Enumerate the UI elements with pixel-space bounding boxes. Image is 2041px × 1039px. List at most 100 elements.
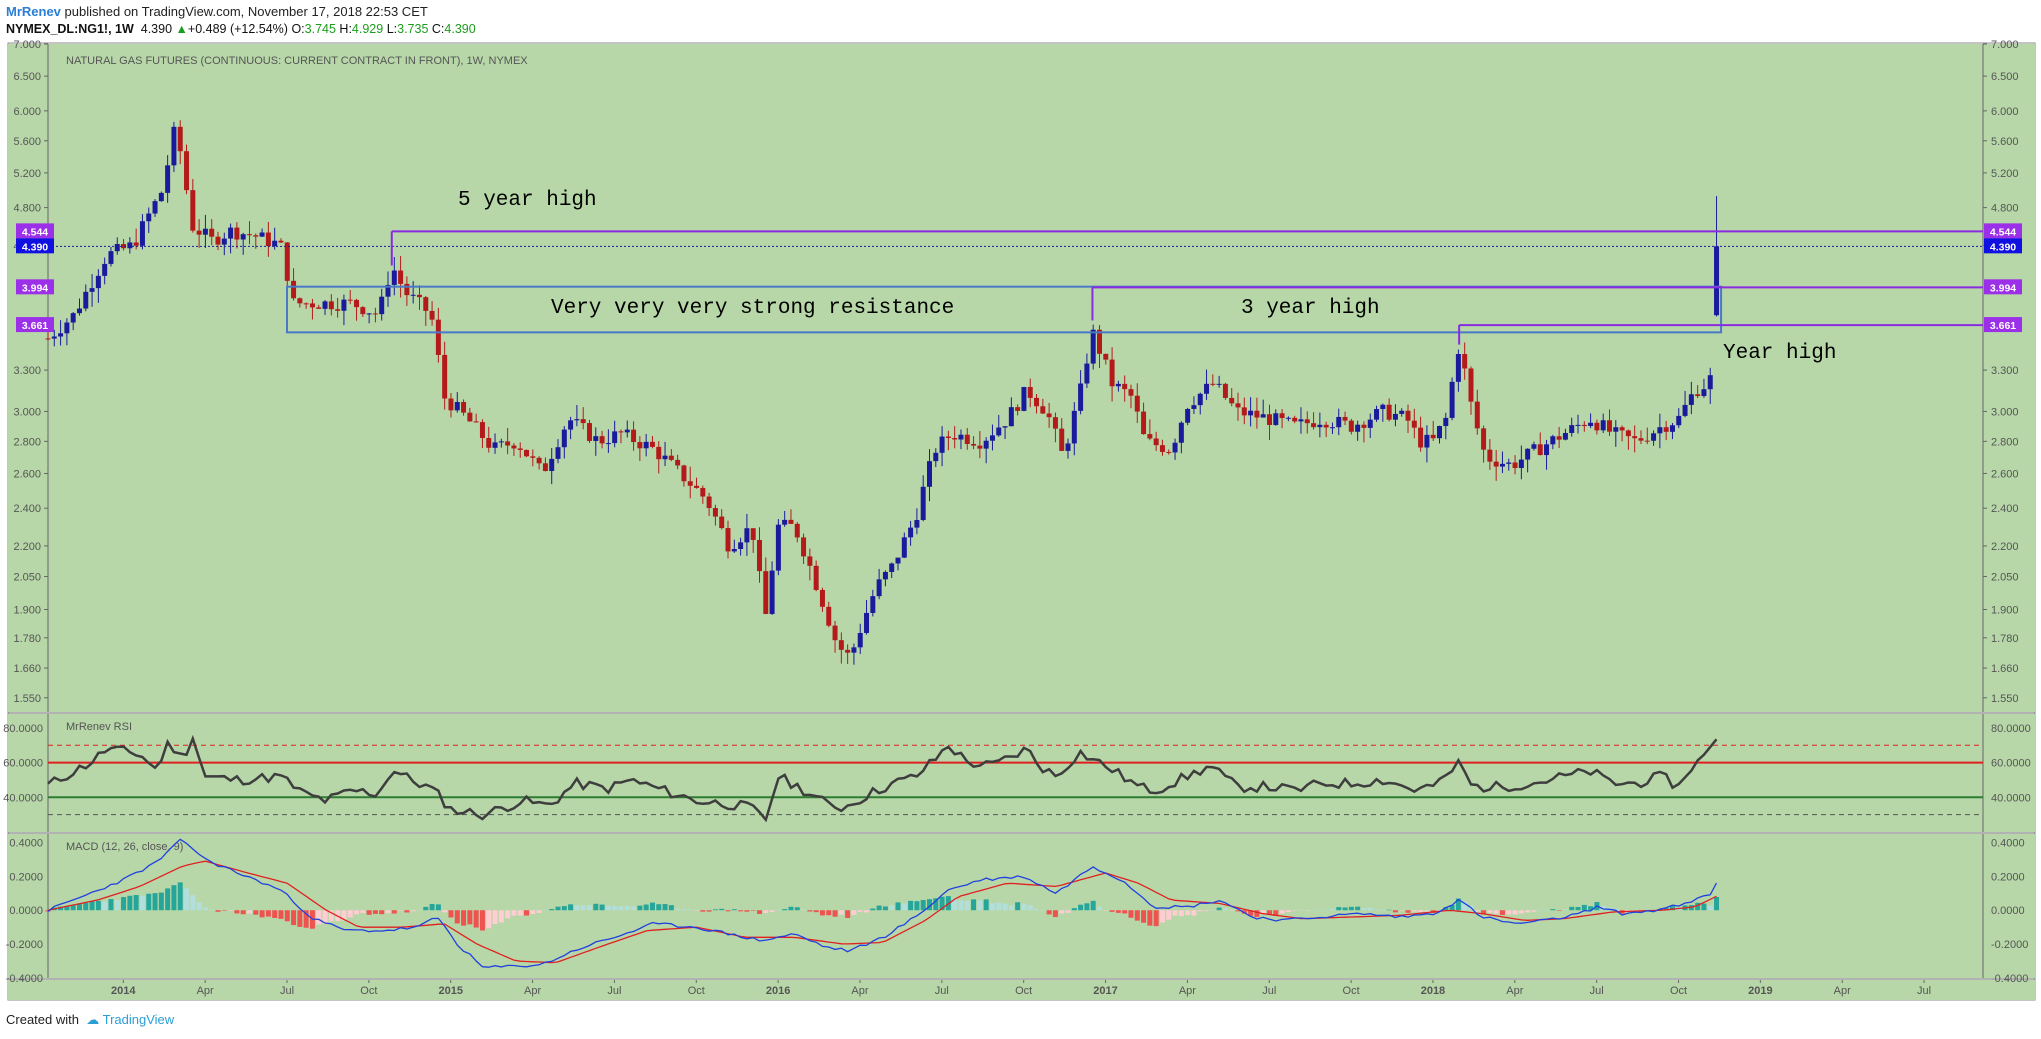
macd-histogram-bar xyxy=(1405,910,1411,913)
macd-histogram-bar xyxy=(360,910,366,913)
candle-body xyxy=(184,151,190,191)
candle-body xyxy=(945,436,951,439)
candle-body xyxy=(920,486,926,521)
candle-body xyxy=(335,309,341,311)
macd-histogram-bar xyxy=(1317,909,1323,911)
macd-histogram-bar xyxy=(1361,908,1367,911)
price-tick-left: 4.800 xyxy=(13,203,41,215)
price-tick-right: 2.400 xyxy=(1991,503,2019,515)
macd-histogram-bar xyxy=(505,910,511,919)
candle-body xyxy=(1443,417,1449,427)
candle-body xyxy=(1380,404,1386,410)
macd-histogram-bar xyxy=(1374,909,1380,911)
candle-body xyxy=(586,423,592,441)
macd-histogram-bar xyxy=(1556,910,1562,911)
macd-histogram-bar xyxy=(631,906,637,911)
level-label-right: 4.390 xyxy=(1990,241,2016,253)
high-value: 4.929 xyxy=(351,22,384,36)
macd-histogram-bar xyxy=(775,909,781,911)
macd-histogram-bar xyxy=(171,885,177,911)
macd-histogram-bar xyxy=(996,902,1002,911)
candle-body xyxy=(291,280,297,299)
candle-body xyxy=(536,457,542,464)
candle-body xyxy=(895,557,901,564)
candle-body xyxy=(687,481,693,486)
candle-body xyxy=(89,288,95,292)
macd-histogram-bar xyxy=(253,910,259,915)
macd-histogram-bar xyxy=(1348,906,1354,911)
macd-histogram-bar xyxy=(291,910,297,926)
macd-histogram-bar xyxy=(763,910,769,914)
candle-body xyxy=(1204,383,1210,394)
candle-body xyxy=(643,441,649,449)
macd-histogram-bar xyxy=(461,910,467,926)
macd-histogram-bar xyxy=(234,910,240,914)
tradingview-logo-icon[interactable]: ☁ xyxy=(86,1012,100,1027)
macd-histogram-bar xyxy=(1115,910,1121,913)
level-label-bg-right xyxy=(1984,317,2022,333)
candles-group xyxy=(45,120,1720,665)
macd-histogram-bar xyxy=(864,910,870,913)
open-value: 3.745 xyxy=(304,22,336,36)
macd-histogram-bar xyxy=(1336,907,1342,911)
macd-histogram-bar xyxy=(404,910,410,913)
macd-histogram-bar xyxy=(1166,910,1172,920)
tradingview-brand[interactable]: TradingView xyxy=(102,1012,175,1027)
publish-info: MrRenev published on TradingView.com, No… xyxy=(6,4,428,19)
macd-histogram-bar xyxy=(1185,910,1191,916)
candle-body xyxy=(366,313,372,315)
candle-body xyxy=(1418,427,1424,448)
macd-histogram-bar xyxy=(826,910,832,916)
candle-body xyxy=(1512,462,1518,469)
rsi-tick-right: 60.0000 xyxy=(1991,758,2031,770)
resistance-zone-box xyxy=(286,285,1723,334)
macd-histogram-bar xyxy=(1021,903,1027,911)
macd-histogram-bar xyxy=(989,903,995,911)
candle-body xyxy=(202,228,208,235)
macd-histogram-bar xyxy=(1455,898,1461,911)
candle-body xyxy=(347,299,353,301)
macd-histogram-bar xyxy=(807,910,813,912)
candle-body xyxy=(926,461,932,487)
candle-body xyxy=(618,431,624,433)
rsi-tick-right: 40.0000 xyxy=(1991,792,2031,804)
candle-body xyxy=(1059,428,1065,451)
macd-histogram-bar xyxy=(1235,910,1241,912)
candle-body xyxy=(1714,246,1720,316)
candle-body xyxy=(612,431,618,444)
candle-body xyxy=(1040,406,1046,414)
macd-histogram-bar xyxy=(146,893,152,911)
level-label-bg-right xyxy=(1984,223,2022,239)
candle-body xyxy=(933,452,939,462)
price-tick-right: 4.800 xyxy=(1991,203,2019,215)
candle-body xyxy=(1027,387,1033,398)
candle-body xyxy=(1651,433,1657,441)
macd-histogram-bar xyxy=(524,910,530,916)
close-label: C: xyxy=(431,22,445,36)
candle-body xyxy=(971,443,977,446)
macd-histogram-bar xyxy=(1216,907,1222,911)
chart-area[interactable]: 7.000 7.000 6.500 6.500 6.000 6.000 5.600 5.600… xyxy=(0,0,2041,1005)
macd-histogram-bar xyxy=(1487,910,1493,913)
macd-histogram-bar xyxy=(1569,906,1575,911)
macd-histogram-bar xyxy=(127,895,133,911)
candle-body xyxy=(1078,383,1084,411)
candle-body xyxy=(1518,459,1524,469)
macd-histogram-bar xyxy=(1714,896,1720,911)
macd-histogram-bar xyxy=(1027,905,1033,911)
candle-body xyxy=(391,270,397,285)
macd-histogram-bar xyxy=(1449,904,1455,911)
candle-body xyxy=(1317,424,1323,428)
candle-body xyxy=(486,437,492,448)
macd-histogram-bar xyxy=(977,900,983,911)
macd-histogram-bar xyxy=(1499,910,1505,915)
candle-body xyxy=(423,297,429,311)
price-tick-right: 5.200 xyxy=(1991,168,2019,180)
price-tick-left: 5.200 xyxy=(13,168,41,180)
macd-histogram-bar xyxy=(832,910,838,917)
candle-body xyxy=(473,421,479,423)
time-tick-label: Apr xyxy=(851,985,868,997)
candle-body xyxy=(177,126,183,152)
author-name[interactable]: MrRenev xyxy=(6,4,61,19)
candle-body xyxy=(857,632,863,648)
